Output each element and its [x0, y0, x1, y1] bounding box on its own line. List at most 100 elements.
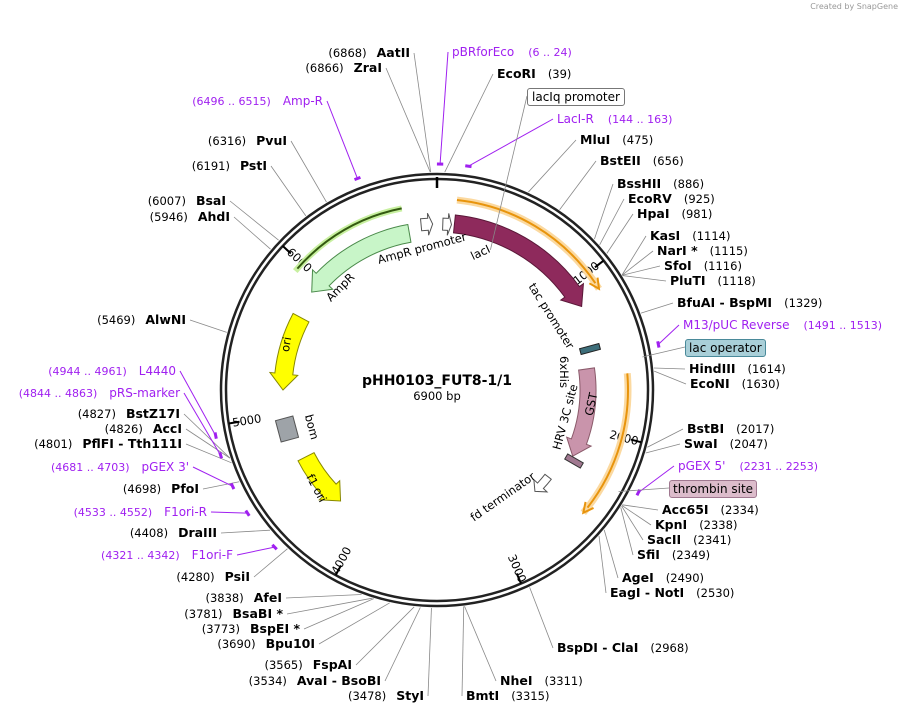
site-leader-line	[640, 302, 674, 314]
site-leader-line	[603, 529, 619, 579]
primer-F1oriF[interactable]: (4321 .. 4342) F1ori-F	[101, 548, 233, 562]
site-leader-line	[303, 598, 374, 630]
restriction-site-BspEI[interactable]: (3773) BspEI *	[202, 621, 301, 636]
primer-mark	[213, 432, 218, 439]
ori-label: ori	[278, 336, 294, 353]
primer-leader-line	[326, 100, 358, 179]
restriction-site-DraIII[interactable]: (4408) DraIII	[130, 525, 217, 540]
feature-promoter-small[interactable]	[442, 213, 452, 236]
feature-fd-terminator[interactable]	[533, 473, 552, 493]
site-leader-line	[654, 370, 687, 385]
plasmid-name: pHH0103_FUT8-1/1	[362, 373, 512, 389]
restriction-site-ZraI[interactable]: (6866) ZraI	[305, 60, 382, 75]
site-leader-line	[653, 367, 686, 370]
restriction-site-BspDIClaI[interactable]: BspDI - ClaI (2968)	[557, 640, 689, 655]
restriction-site-SfoI[interactable]: SfoI (1116)	[664, 258, 742, 273]
restriction-site-PflFITth111I[interactable]: (4801) PflFI - Tth111I	[34, 436, 182, 451]
restriction-site-BsaBI[interactable]: (3781) BsaBI *	[184, 606, 283, 621]
site-leader-line	[621, 505, 652, 526]
restriction-site-EcoRI[interactable]: EcoRI (39)	[497, 66, 571, 81]
primer-pBRforEco[interactable]: pBRforEco (6 .. 24)	[452, 45, 572, 59]
feature-lacI[interactable]	[452, 214, 585, 308]
primer-pRSmarker[interactable]: (4844 .. 4863) pRS-marker	[19, 386, 180, 400]
restriction-site-PluTI[interactable]: PluTI (1118)	[670, 273, 756, 288]
feature-tac-promoter-mark[interactable]	[578, 342, 602, 356]
primer-mark	[229, 482, 236, 490]
restriction-site-SfiI[interactable]: SfiI (2349)	[637, 547, 710, 562]
restriction-site-BmtI[interactable]: BmtI (3315)	[466, 688, 549, 703]
feature-GST[interactable]	[565, 367, 597, 457]
restriction-site-HindIII[interactable]: HindIII (1614)	[689, 361, 786, 376]
restriction-site-AatII[interactable]: (6868) AatII	[328, 45, 410, 60]
restriction-site-SacII[interactable]: SacII (2341)	[647, 532, 731, 547]
primer-leader-line	[638, 465, 675, 493]
restriction-site-EcoRV[interactable]: EcoRV (925)	[628, 191, 715, 206]
restriction-site-BfuAIBspMI[interactable]: BfuAI - BspMI (1329)	[677, 295, 822, 310]
primer-mark	[465, 164, 472, 169]
restriction-site-NarI[interactable]: NarI * (1115)	[657, 243, 748, 258]
thrombin-site-box[interactable]: thrombin site	[669, 480, 758, 498]
primer-F1oriR[interactable]: (4533 .. 4552) F1ori-R	[74, 505, 207, 519]
restriction-site-PstI[interactable]: (6191) PstI	[192, 158, 267, 173]
restriction-site-AfeI[interactable]: (3838) AfeI	[206, 590, 283, 605]
primer-mark	[635, 489, 642, 496]
tick-mark	[630, 438, 642, 444]
site-leader-line	[529, 587, 554, 649]
restriction-site-AlwNI[interactable]: (5469) AlwNI	[97, 312, 186, 327]
feature-hrv-mark[interactable]	[564, 453, 584, 469]
site-leader-line	[233, 216, 271, 250]
site-leader-line	[621, 235, 647, 276]
restriction-site-AvaIBsoBI[interactable]: (3534) AvaI - BsoBI	[249, 673, 381, 688]
restriction-site-BstBI[interactable]: BstBI (2017)	[687, 421, 774, 436]
site-leader-line	[621, 250, 654, 276]
restriction-site-FspAI[interactable]: (3565) FspAI	[264, 657, 352, 672]
restriction-site-PvuI[interactable]: (6316) PvuI	[208, 133, 287, 148]
restriction-site-BssHII[interactable]: BssHII (886)	[617, 176, 704, 191]
restriction-site-BstZ17I[interactable]: (4827) BstZ17I	[78, 406, 180, 421]
site-leader-line	[413, 52, 432, 173]
restriction-site-HpaI[interactable]: HpaI (981)	[637, 206, 712, 221]
restriction-site-AhdI[interactable]: (5946) AhdI	[150, 209, 230, 224]
restriction-site-PsiI[interactable]: (4280) PsiI	[176, 569, 250, 584]
restriction-site-EagINotI[interactable]: EagI - NotI (2530)	[610, 585, 734, 600]
primer-pGEX5[interactable]: pGEX 5' (2231 .. 2253)	[678, 459, 818, 473]
restriction-site-Acc65I[interactable]: Acc65I (2334)	[662, 502, 759, 517]
restriction-site-PfoI[interactable]: (4698) PfoI	[123, 481, 199, 496]
feature-f1-ori[interactable]	[297, 451, 342, 502]
primer-LacIR[interactable]: LacI-R (144 .. 163)	[557, 112, 672, 126]
site-leader-line	[598, 535, 607, 594]
restriction-site-AccI[interactable]: (4826) AccI	[105, 421, 182, 436]
feature-bom[interactable]	[274, 415, 300, 443]
tick-label-4000: 4000	[328, 544, 354, 576]
lac-operator-box[interactable]: lac operator	[685, 339, 766, 357]
restriction-site-Bpu10I[interactable]: (3690) Bpu10I	[217, 636, 315, 651]
primer-leader-line	[439, 51, 449, 165]
selection-arrow	[456, 199, 597, 284]
primer-L4440[interactable]: (4944 .. 4961) L4440	[48, 364, 176, 378]
restriction-site-BsaI[interactable]: (6007) BsaI	[148, 193, 226, 208]
restriction-site-BstEII[interactable]: BstEII (656)	[600, 153, 684, 168]
primer-pGEX3[interactable]: (4681 .. 4703) pGEX 3'	[51, 460, 189, 474]
restriction-site-EcoNI[interactable]: EcoNI (1630)	[690, 376, 780, 391]
feature-ori[interactable]	[268, 312, 310, 391]
restriction-site-StyI[interactable]: (3478) StyI	[348, 688, 424, 703]
site-leader-line	[189, 319, 227, 333]
site-leader-line	[286, 597, 373, 615]
6xHis-label: 6xHis	[557, 356, 571, 388]
restriction-site-KasI[interactable]: KasI (1114)	[650, 228, 730, 243]
restriction-site-NheI[interactable]: NheI (3311)	[500, 673, 583, 688]
primer-leader-line	[192, 466, 233, 487]
primer-M13pUCReverse[interactable]: M13/pUC Reverse (1491 .. 1513)	[683, 318, 882, 332]
restriction-site-MluI[interactable]: MluI (475)	[580, 132, 653, 147]
restriction-site-KpnI[interactable]: KpnI (2338)	[655, 517, 737, 532]
site-leader-line	[290, 140, 327, 203]
feature-ampR[interactable]	[311, 223, 412, 293]
primer-AmpR[interactable]: (6496 .. 6515) Amp-R	[192, 94, 323, 108]
backbone-outer-strand	[219, 172, 655, 608]
site-leader-line	[220, 529, 271, 534]
feature-ampR-promoter[interactable]	[419, 213, 434, 236]
lacIq-box[interactable]: lacIq promoter	[527, 88, 625, 106]
restriction-site-AgeI[interactable]: AgeI (2490)	[622, 570, 704, 585]
restriction-site-SwaI[interactable]: SwaI (2047)	[684, 436, 768, 451]
